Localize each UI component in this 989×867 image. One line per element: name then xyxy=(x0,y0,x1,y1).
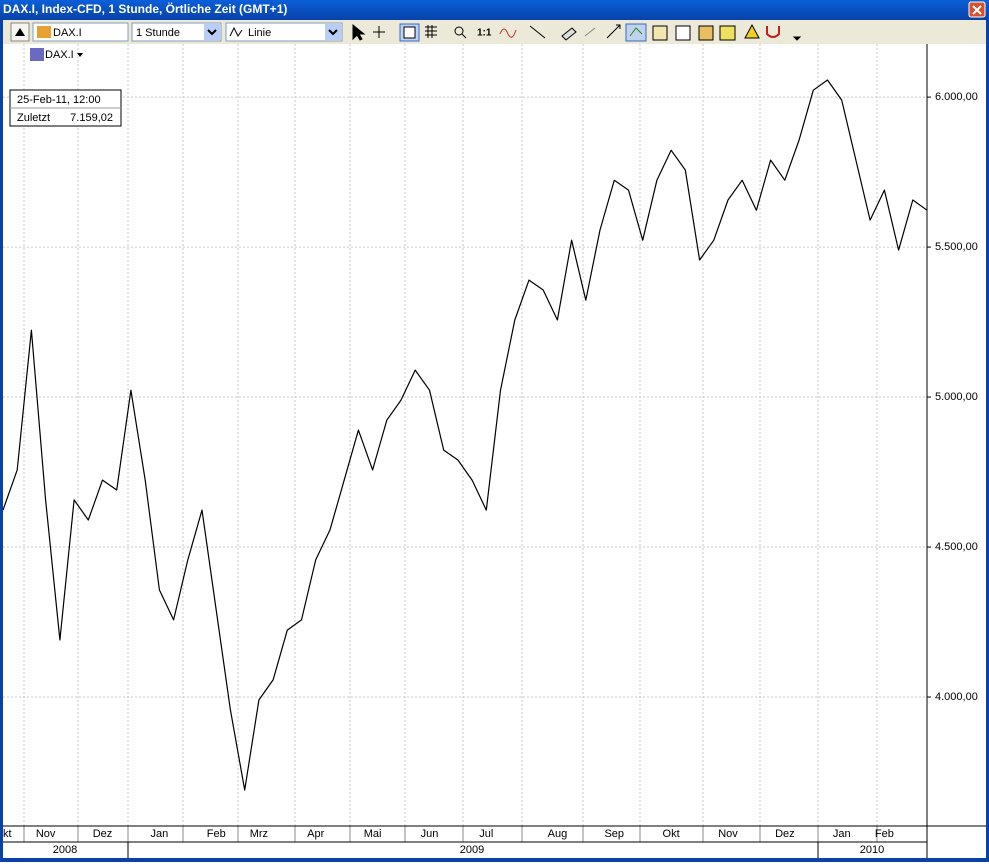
x-tick-label: Mai xyxy=(364,828,382,840)
style-text: Linie xyxy=(248,27,271,39)
x-tick-label: Mrz xyxy=(250,828,268,840)
interval-dropdown[interactable]: 1 Stunde xyxy=(131,22,222,42)
collapse-icon xyxy=(15,28,25,36)
y-tick-label: 4.000,00 xyxy=(935,691,978,703)
y-tick-label: 6.000,00 xyxy=(935,91,978,103)
x-tick-label: Dez xyxy=(775,828,795,840)
x-tick-label: Okt xyxy=(0,828,12,840)
x-tick-label: Apr xyxy=(307,828,324,840)
x-tick-label: Jun xyxy=(421,828,439,840)
x-tick-label: Dez xyxy=(93,828,113,840)
info-box: 25-Feb-11, 12:00 Zuletzt 7.159,02 xyxy=(9,89,122,127)
x-tick-label: Aug xyxy=(548,828,568,840)
x-tick-label: Nov xyxy=(718,828,738,840)
y-axis: 4.000,00 4.500,00 5.000,00 5.500,00 6.000,00 xyxy=(927,91,978,703)
year-label: 2010 xyxy=(860,844,884,856)
x-tick-label: Feb xyxy=(875,828,894,840)
interval-text: 1 Stunde xyxy=(136,27,180,39)
symbol-field[interactable]: DAX.I xyxy=(32,22,129,42)
info-datetime: 25-Feb-11, 12:00 xyxy=(17,94,101,106)
legend[interactable]: DAX.I xyxy=(30,48,83,61)
chart-area xyxy=(3,44,986,858)
x-tick-label: Sep xyxy=(604,828,624,840)
style-dropdown[interactable]: Linie xyxy=(225,22,343,42)
price-line xyxy=(3,79,927,791)
window-title: DAX.I, Index-CFD, 1 Stunde, Örtliche Zei… xyxy=(3,1,287,16)
year-label: 2009 xyxy=(460,844,484,856)
close-button[interactable] xyxy=(968,1,986,18)
x-tick-label: Jan xyxy=(150,828,168,840)
title-bar xyxy=(0,0,989,20)
y-tick-label: 5.000,00 xyxy=(935,391,978,403)
x-tick-label: Jan xyxy=(833,828,851,840)
symbol-text: DAX.I xyxy=(53,27,82,39)
plot-area xyxy=(3,44,927,826)
zoom-ratio[interactable]: 1:1 xyxy=(477,28,492,39)
x-axis: Okt Nov Dez Jan Feb Mrz Apr Mai Jun Jul Aug Sep Okt N… xyxy=(0,826,894,842)
toolbar-icons[interactable] xyxy=(352,23,802,42)
x-tick-label: Feb xyxy=(207,828,226,840)
y-tick-label: 5.500,00 xyxy=(935,241,978,253)
x-tick-label: Okt xyxy=(663,828,680,840)
legend-symbol: DAX.I xyxy=(45,49,74,61)
year-label: 2008 xyxy=(53,844,77,856)
info-label: Zuletzt xyxy=(17,112,50,124)
x-tick-label: Jul xyxy=(479,828,493,840)
y-tick-label: 4.500,00 xyxy=(935,541,978,553)
info-value: 7.159,02 xyxy=(70,112,113,124)
x-tick-label: Nov xyxy=(36,828,56,840)
